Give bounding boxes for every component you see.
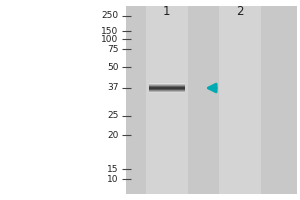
Text: 15: 15 (107, 164, 118, 173)
Bar (148, 90, 184, 91)
Text: 1: 1 (163, 5, 170, 18)
Text: 20: 20 (107, 131, 118, 140)
Bar (148, 84, 184, 85)
Bar (148, 82, 184, 83)
Bar (148, 89, 184, 90)
Bar (148, 88, 184, 89)
Text: 10: 10 (107, 174, 118, 184)
Bar (148, 87, 184, 88)
Bar (148, 86, 184, 87)
Text: 25: 25 (107, 111, 118, 120)
Bar (148, 91, 184, 92)
Text: 37: 37 (107, 83, 118, 92)
Text: 50: 50 (107, 62, 118, 72)
Bar (148, 85, 184, 86)
Bar (146, 6, 188, 194)
Bar (219, 6, 261, 194)
Bar (148, 92, 184, 93)
Text: 150: 150 (101, 26, 118, 36)
Bar (126, 6, 297, 194)
Bar (148, 83, 184, 84)
Text: 100: 100 (101, 34, 118, 44)
Text: 250: 250 (101, 11, 118, 21)
Text: 75: 75 (107, 45, 118, 53)
Text: 2: 2 (236, 5, 244, 18)
